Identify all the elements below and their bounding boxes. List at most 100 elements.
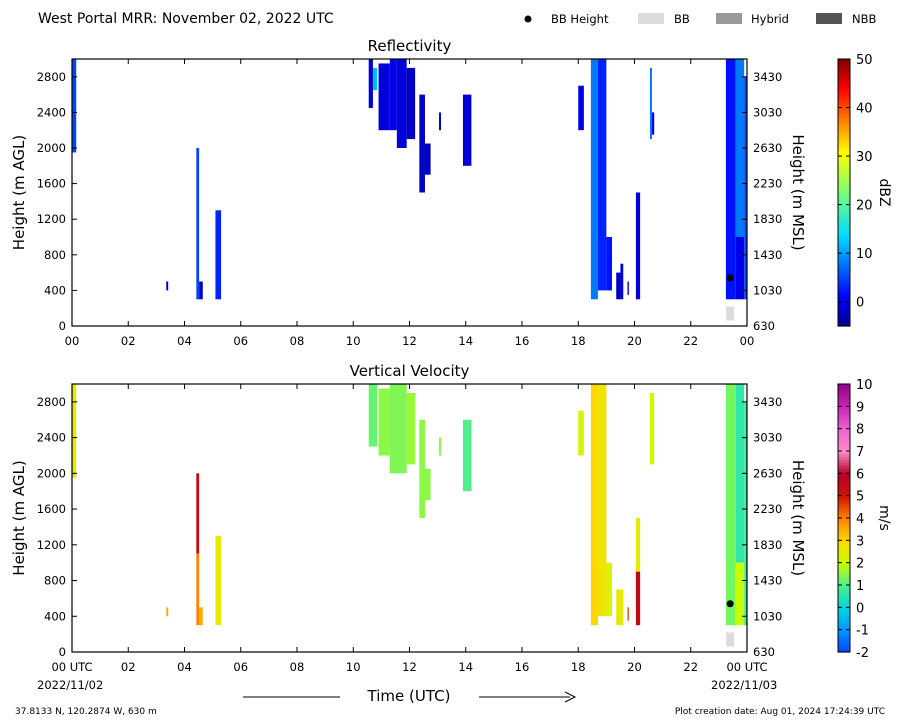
- colorbar-segment: [838, 637, 850, 641]
- colorbar-segment: [838, 483, 850, 487]
- y-right-tick-label: 630: [753, 319, 775, 333]
- colorbar-segment: [838, 90, 850, 94]
- x-tick-label: 02: [121, 660, 136, 674]
- echo-column: [725, 384, 736, 626]
- colorbar-segment: [838, 241, 850, 245]
- colorbar-segment: [838, 92, 850, 97]
- colorbar-segment: [838, 156, 850, 160]
- y-tick-label: 2000: [37, 141, 66, 155]
- colorbar-segment: [838, 221, 850, 225]
- colorbar-segment: [838, 204, 850, 208]
- colorbar-segment: [838, 605, 850, 609]
- colorbar-tick-label: -1: [856, 624, 869, 639]
- colorbar-tick-label: 10: [856, 247, 873, 262]
- echo-column: [649, 392, 655, 465]
- colorbar-segment: [838, 581, 850, 585]
- echo-column: [199, 281, 203, 300]
- colorbar-segment: [838, 231, 850, 235]
- location-footer: 37.8133 N, 120.2874 W, 630 m: [15, 707, 157, 717]
- colorbar-segment: [838, 277, 850, 281]
- colorbar-segment: [838, 202, 850, 206]
- x-tick-label: 00 UTC: [51, 660, 92, 674]
- y-tick-label: 400: [44, 609, 66, 623]
- y-right-tick-label: 1430: [753, 574, 782, 588]
- colorbar-segment: [838, 255, 850, 259]
- creation-date-footer: Plot creation date: Aug 01, 2024 17:24:3…: [675, 707, 885, 717]
- colorbar-segment: [838, 583, 850, 587]
- echo-column: [424, 143, 431, 175]
- start-date-label: 2022/11/02: [37, 678, 103, 692]
- colorbar-label: dBZ: [876, 178, 892, 206]
- colorbar-segment: [838, 403, 850, 407]
- x-tick-label: 12: [402, 660, 417, 674]
- bb-height-dot-icon: [726, 600, 734, 608]
- echo-column: [735, 59, 745, 237]
- colorbar-segment: [838, 66, 850, 70]
- colorbar-segment: [838, 119, 850, 123]
- y-right-tick-label: 3430: [753, 70, 782, 84]
- echo-column: [72, 59, 77, 153]
- colorbar-segment: [838, 245, 850, 249]
- x-tick-label: 18: [571, 334, 586, 348]
- x-tick-label: 22: [683, 334, 698, 348]
- colorbar-segment: [838, 474, 850, 478]
- y-tick-label: 1200: [37, 538, 66, 552]
- colorbar-segment: [838, 457, 850, 461]
- colorbar-segment: [838, 595, 850, 599]
- x-axis-label: Time (UTC): [367, 687, 451, 705]
- colorbar-segment: [838, 112, 850, 116]
- colorbar-segment: [838, 238, 850, 242]
- x-tick-label: 00: [740, 334, 755, 348]
- colorbar-segment: [838, 279, 850, 283]
- colorbar-segment: [838, 556, 850, 561]
- time-arrow-head-icon: [564, 691, 577, 703]
- colorbar-segment: [838, 447, 850, 451]
- colorbar-segment: [838, 513, 850, 517]
- colorbar-segment: [838, 236, 850, 240]
- colorbar-segment: [838, 518, 850, 522]
- x-tick-label: 22: [683, 660, 698, 674]
- colorbar-segment: [838, 170, 850, 174]
- colorbar-segment: [838, 122, 850, 126]
- colorbar-segment: [838, 413, 850, 417]
- x-tick-label: 00: [65, 334, 80, 348]
- legend-bb-label: BB: [674, 12, 690, 26]
- y-tick-label: 400: [44, 283, 66, 297]
- colorbar-segment: [838, 75, 850, 80]
- x-tick-label: 16: [515, 334, 530, 348]
- echo-column: [597, 59, 607, 291]
- echo-column: [744, 401, 747, 626]
- y-tick-label: 0: [59, 645, 66, 659]
- echo-column: [462, 419, 472, 492]
- colorbar-segment: [838, 243, 850, 247]
- colorbar-segment: [838, 233, 850, 237]
- colorbar-segment: [838, 301, 850, 305]
- y-tick-label: 2400: [37, 431, 66, 445]
- colorbar-segment: [838, 564, 850, 568]
- colorbar-tick-label: 7: [856, 445, 864, 460]
- colorbar-segment: [838, 425, 850, 429]
- x-tick-label: 08: [290, 660, 305, 674]
- colorbar-segment: [838, 165, 850, 169]
- echo-column: [196, 148, 200, 300]
- colorbar-segment: [838, 323, 850, 327]
- colorbar-segment: [838, 282, 850, 286]
- y-tick-label: 0: [59, 319, 66, 333]
- colorbar-segment: [838, 384, 850, 388]
- colorbar-segment: [838, 566, 850, 570]
- x-tick-label: 04: [177, 334, 192, 348]
- x-tick-label: 10: [346, 334, 361, 348]
- colorbar-segment: [838, 578, 850, 582]
- colorbar-segment: [838, 275, 850, 279]
- colorbar-segment: [838, 466, 850, 470]
- colorbar-segment: [838, 270, 850, 274]
- echo-column: [590, 59, 598, 300]
- colorbar-segment: [838, 311, 850, 315]
- colorbar-frame: [837, 58, 851, 327]
- y-tick-label: 1200: [37, 212, 66, 226]
- colorbar-segment: [838, 610, 850, 614]
- colorbar-segment: [838, 437, 850, 441]
- x-tick-label: 04: [177, 660, 192, 674]
- panel-title: Reflectivity: [368, 37, 452, 55]
